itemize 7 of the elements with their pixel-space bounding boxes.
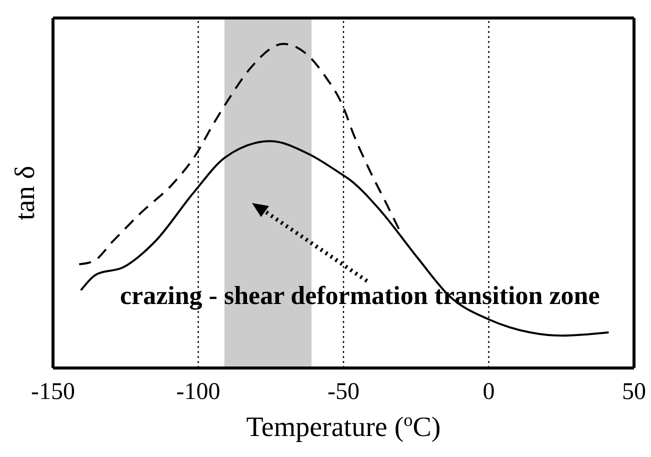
y-axis-title: tan δ [10, 166, 41, 220]
x-tick-label: -150 [31, 379, 75, 406]
x-tick-label: 0 [482, 379, 495, 406]
x-tick-label: 50 [622, 379, 646, 406]
x-tick-label: -100 [176, 379, 220, 406]
x-axis-title: Temperature ($^{o}$C) [246, 410, 441, 443]
x-tick-label: -50 [328, 379, 360, 406]
